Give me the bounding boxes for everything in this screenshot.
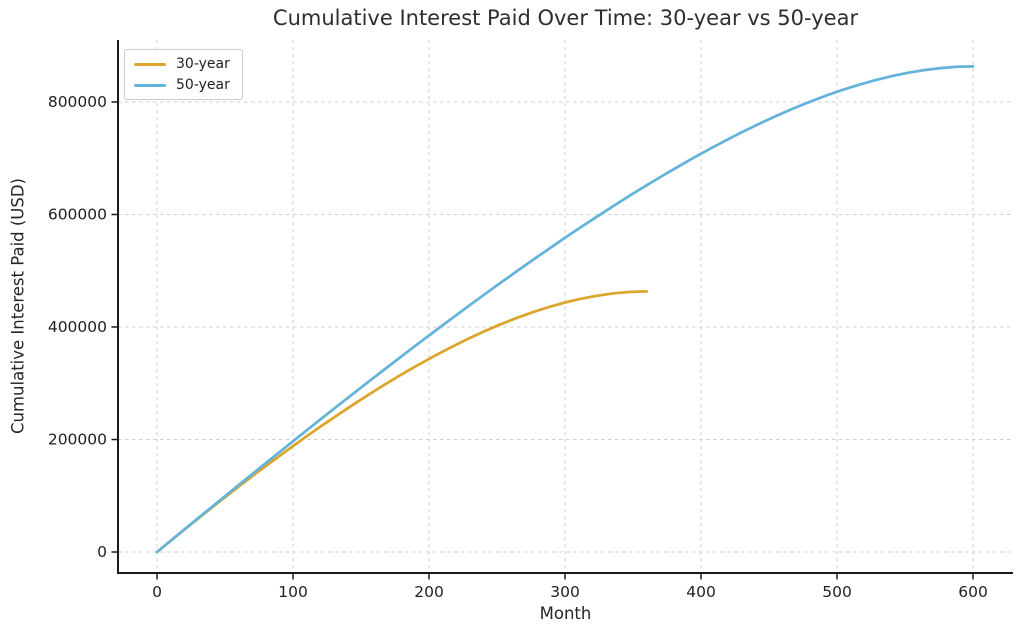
x-axis-label: Month	[539, 604, 592, 623]
y-axis-label: Cumulative Interest Paid (USD)	[8, 178, 28, 434]
x-tick-label: 200	[414, 583, 444, 601]
legend-entry-30-year: 30-year	[134, 57, 230, 71]
legend-label-50-year: 50-year	[176, 77, 230, 93]
y-tick-label: 600000	[48, 205, 107, 223]
series-line-50-year	[155, 65, 975, 554]
x-tick-label: 100	[278, 583, 308, 601]
legend-swatch-30-year	[134, 62, 166, 66]
x-tick-label: 600	[958, 583, 988, 601]
y-tick-label: 0	[97, 543, 107, 561]
y-tick-label: 800000	[48, 93, 107, 111]
legend-label-30-year: 30-year	[176, 56, 230, 72]
x-tick-label: 0	[152, 583, 162, 601]
y-tick-label: 400000	[48, 318, 107, 336]
chart-title: Cumulative Interest Paid Over Time: 30-y…	[272, 6, 859, 30]
legend: 30-year 50-year	[124, 49, 243, 100]
x-tick-label: 400	[686, 583, 716, 601]
x-tick-label: 500	[822, 583, 852, 601]
x-tick-label: 300	[550, 583, 580, 601]
legend-entry-50-year: 50-year	[134, 78, 230, 92]
y-tick-label: 200000	[48, 431, 107, 449]
series-line-30-year	[155, 290, 648, 554]
legend-swatch-50-year	[134, 83, 166, 87]
